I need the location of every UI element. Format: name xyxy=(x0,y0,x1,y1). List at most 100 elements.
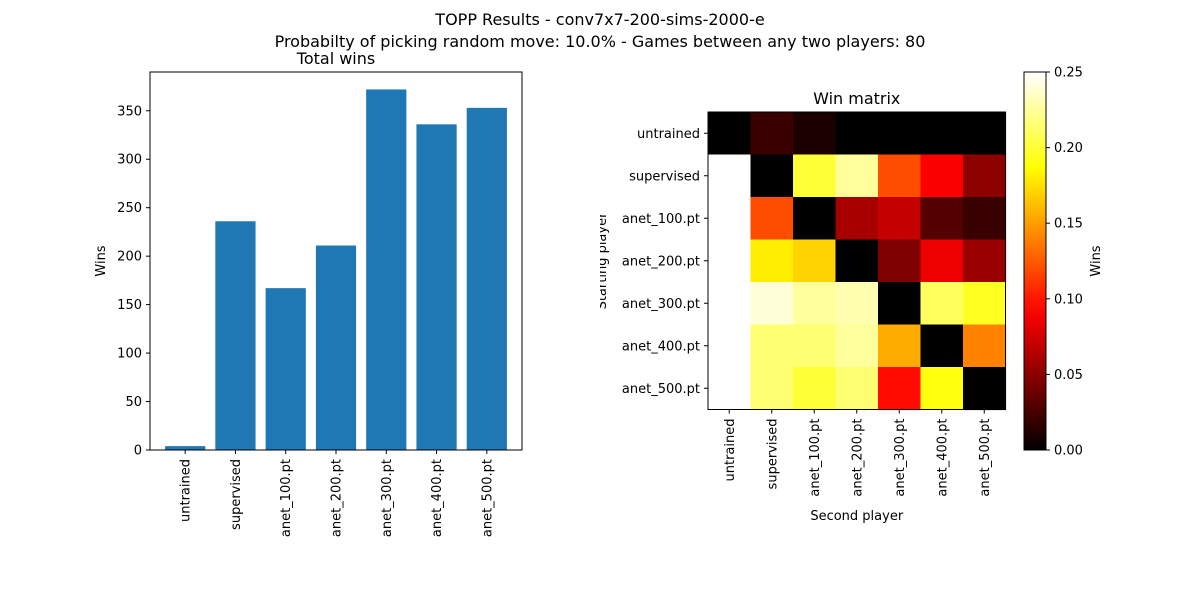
y-tick-label: anet_400.pt xyxy=(622,339,700,354)
y-tick-label: 200 xyxy=(117,250,142,265)
heatmap-cell xyxy=(750,239,794,283)
y-axis-label: Wins xyxy=(94,245,109,276)
heatmap-cell xyxy=(750,154,794,198)
heatmap-cell xyxy=(793,324,837,368)
heatmap-cell xyxy=(963,197,1007,241)
heatmap-cell xyxy=(708,112,752,156)
heatmap-cell xyxy=(750,282,794,326)
bar xyxy=(165,446,206,450)
heatmap-cell xyxy=(793,112,837,156)
colorbar-tick-label: 0.15 xyxy=(1054,217,1083,232)
x-tick-label: anet_400.pt xyxy=(430,459,445,537)
heatmap-chart: untrained supervised anet_100.pt anet_200.p… xyxy=(600,66,1104,525)
heatmap-cell xyxy=(963,239,1007,283)
y-tick-label: 150 xyxy=(117,298,142,313)
y-tick-label: 300 xyxy=(117,153,142,168)
heatmap-cell xyxy=(920,239,964,283)
heatmap-cell xyxy=(835,112,879,156)
x-tick-label: anet_100.pt xyxy=(808,419,823,497)
x-tick-label: anet_500.pt xyxy=(480,459,495,537)
x-tick-label: supervised xyxy=(765,419,780,490)
y-tick-label: anet_500.pt xyxy=(622,382,700,397)
x-tick-label: anet_300.pt xyxy=(380,459,395,537)
y-tick-label: 50 xyxy=(125,395,142,410)
heatmap-cell xyxy=(835,154,879,198)
heatmap-cell xyxy=(963,112,1007,156)
colorbar-tick-label: 0.00 xyxy=(1054,444,1083,459)
heatmap-cell xyxy=(878,367,922,411)
heatmap-cell xyxy=(835,197,879,241)
bar xyxy=(366,89,407,450)
y-tick-label: untrained xyxy=(637,127,700,142)
heatmap-cell xyxy=(835,282,879,326)
heatmap-cell xyxy=(920,112,964,156)
heatmap-cell xyxy=(878,324,922,368)
heatmap-cell xyxy=(878,282,922,326)
bar xyxy=(416,124,457,450)
y-tick-label: anet_100.pt xyxy=(622,212,700,227)
heatmap-cell xyxy=(750,324,794,368)
heatmap-cell xyxy=(793,367,837,411)
x-tick-label: untrained xyxy=(179,459,194,522)
colorbar-tick-label: 0.05 xyxy=(1054,368,1083,383)
x-axis-label: Second player xyxy=(810,509,903,524)
heatmap-cell xyxy=(708,282,752,326)
colorbar-tick-label: 0.20 xyxy=(1054,141,1083,156)
y-tick-label: supervised xyxy=(629,169,700,184)
heatmap-cell xyxy=(878,154,922,198)
y-tick-label: anet_200.pt xyxy=(622,254,700,269)
x-tick-label: supervised xyxy=(229,459,244,530)
heatmap-cell xyxy=(920,154,964,198)
heatmap-cell xyxy=(878,112,922,156)
heatmap-cell xyxy=(708,367,752,411)
heatmap-cell xyxy=(963,367,1007,411)
heatmap-cell xyxy=(708,154,752,198)
y-tick-label: 250 xyxy=(117,201,142,216)
bar xyxy=(265,288,306,450)
heatmap-cell xyxy=(963,282,1007,326)
heatmap-cell xyxy=(708,239,752,283)
colorbar-tick-label: 0.10 xyxy=(1054,292,1083,307)
heatmap-cell xyxy=(835,324,879,368)
heatmap-cell xyxy=(750,112,794,156)
bar xyxy=(215,221,256,450)
x-tick-label: anet_300.pt xyxy=(893,419,908,497)
y-tick-label: 100 xyxy=(117,347,142,362)
bar xyxy=(466,107,507,450)
heatmap-cell xyxy=(920,282,964,326)
heatmap-cell xyxy=(835,239,879,283)
heatmap-cell xyxy=(878,197,922,241)
heatmap-cell xyxy=(878,239,922,283)
heatmap-cell xyxy=(708,324,752,368)
y-tick-label: 350 xyxy=(117,104,142,119)
y-axis-label: Starting player xyxy=(600,212,610,310)
heatmap-cell xyxy=(920,197,964,241)
x-tick-label: anet_100.pt xyxy=(279,459,294,537)
colorbar xyxy=(1023,71,1047,451)
heatmap-title: Win matrix xyxy=(813,89,900,108)
heatmap-cell xyxy=(793,239,837,283)
x-tick-label: untrained xyxy=(723,419,738,482)
heatmap-cell xyxy=(750,367,794,411)
heatmap-cell xyxy=(708,197,752,241)
heatmap-cell xyxy=(793,197,837,241)
bar xyxy=(315,245,357,450)
bar-chart: 0 50 100 150 200 250 300 350 untrained supervised… xyxy=(94,49,523,537)
x-tick-label: anet_400.pt xyxy=(935,419,950,497)
heatmap-cell xyxy=(793,154,837,198)
x-tick-label: anet_200.pt xyxy=(330,459,345,537)
heatmap-cell xyxy=(793,282,837,326)
heatmap-cell xyxy=(963,154,1007,198)
heatmap-cell xyxy=(920,367,964,411)
colorbar-tick-label: 0.25 xyxy=(1054,66,1083,81)
heatmap-cell xyxy=(963,324,1007,368)
heatmap-cell xyxy=(750,197,794,241)
figure-title: TOPP Results - conv7x7-200-sims-2000-e xyxy=(435,10,765,29)
y-tick-label: 0 xyxy=(134,444,142,459)
colorbar-label: Wins xyxy=(1089,245,1104,276)
figure-subtitle: Probabilty of picking random move: 10.0%… xyxy=(274,32,926,51)
bar-chart-title: Total wins xyxy=(296,49,375,68)
y-tick-label: anet_300.pt xyxy=(622,297,700,312)
x-tick-label: anet_500.pt xyxy=(978,419,993,497)
